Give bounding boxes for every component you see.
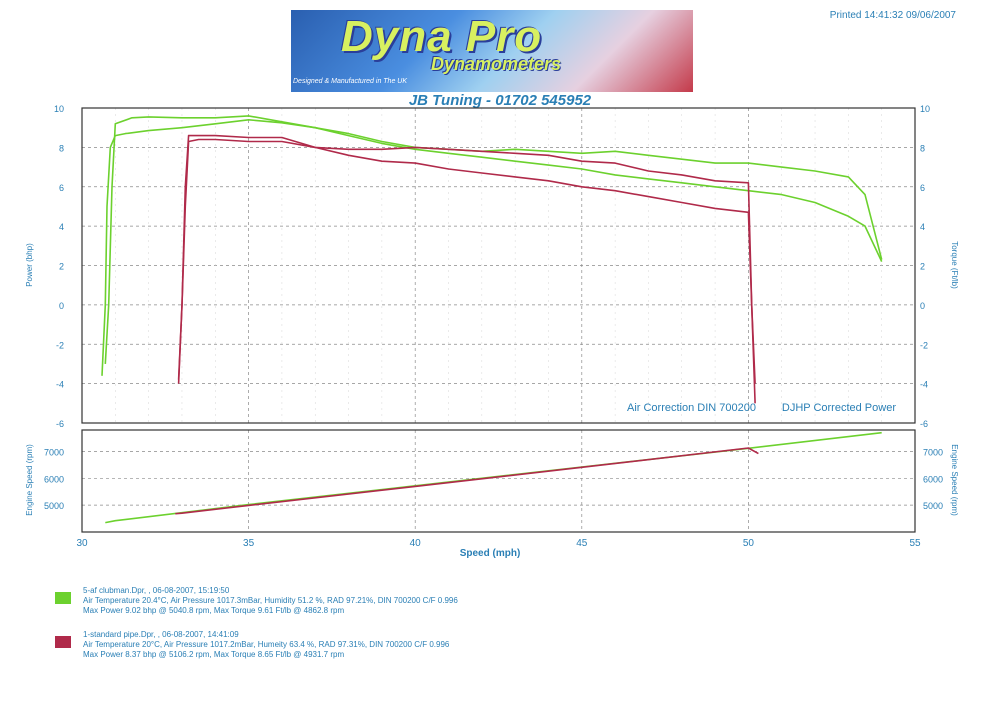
speed-tick-label: 55: [909, 538, 921, 549]
power-tick-label: 4: [59, 222, 64, 232]
speed-tick-label: 45: [576, 538, 588, 549]
power-tick-label: 2: [59, 262, 64, 272]
header-title: JB Tuning - 01702 545952: [408, 92, 592, 109]
printed-timestamp: Printed 14:41:32 09/06/2007: [829, 10, 956, 21]
rpm-tick-label: 7000: [44, 447, 64, 457]
air-correction-annotation: Air Correction DIN 700200: [627, 402, 756, 414]
torque-tick-label: 6: [920, 183, 925, 193]
power-tick-label: -2: [56, 340, 64, 350]
torque-axis-label: Torque (Ft/lb): [950, 241, 959, 289]
run2-torque-line: [177, 134, 756, 404]
rpm-tick-label: 5000: [44, 501, 64, 511]
speed-tick-label: 30: [76, 538, 88, 549]
legend-swatch-run2: [55, 636, 71, 648]
torque-tick-label: 0: [920, 301, 925, 311]
power-frame: [81, 107, 916, 424]
run1-torque-line: [104, 115, 883, 364]
torque-tick-label: -6: [920, 419, 928, 429]
power-tick-label: 8: [59, 143, 64, 153]
tick-labels: 10 10 8 8 6 6 4 4 2 2 0 0 -2 -2 -4 -4 -6 -6 30 35 40 45 50 55 70…: [44, 104, 943, 549]
legend-run1-line1: 5-af clubman.Dpr, , 06-08-2007, 15:19:50: [83, 586, 230, 595]
legend-swatch-run1: [55, 592, 71, 604]
run1-power-line: [101, 119, 883, 376]
power-tick-label: 6: [59, 183, 64, 193]
torque-tick-label: 2: [920, 262, 925, 272]
speed-tick-label: 35: [243, 538, 255, 549]
legend-run2: 1-standard pipe.Dpr, , 06-08-2007, 14:41…: [55, 630, 450, 660]
rpm-tick-label: 6000: [44, 474, 64, 484]
logo-subtitle: Dynamometers: [431, 54, 562, 74]
legend-run2-line2: Air Temperature 20°C, Air Pressure 1017.…: [83, 640, 450, 649]
corrected-power-annotation: DJHP Corrected Power: [782, 402, 896, 414]
rpm-tick-label-right: 5000: [923, 501, 943, 511]
dynapro-logo: Dyna Pro Dynamometers Designed & Manufac…: [291, 10, 693, 92]
speed-axis-label: Speed (mph): [460, 548, 521, 559]
rpm-grid: [81, 430, 916, 532]
torque-tick-label: -2: [920, 340, 928, 350]
speed-tick-label: 40: [410, 538, 422, 549]
logo-tagline: Designed & Manufactured in The UK: [293, 78, 408, 85]
power-axis-label: Power (bhp): [25, 243, 34, 287]
rpm-axis-label-left: Engine Speed (rpm): [25, 444, 34, 516]
legend-run1-line2: Air Temperature 20.4°C, Air Pressure 101…: [83, 596, 458, 605]
power-tick-label: 10: [54, 104, 64, 114]
legend-run1: 5-af clubman.Dpr, , 06-08-2007, 15:19:50…: [55, 586, 458, 616]
power-tick-label: -4: [56, 380, 64, 390]
power-tick-label: -6: [56, 419, 64, 429]
torque-tick-label: 4: [920, 222, 925, 232]
logo-title: Dyna Pro: [341, 12, 543, 61]
torque-tick-label: 10: [920, 104, 930, 114]
rpm-tick-label-right: 6000: [923, 474, 943, 484]
rpm-frame: [81, 429, 916, 533]
rpm-axis-label-right: Engine Speed (rpm): [950, 444, 959, 516]
legend-run2-line1: 1-standard pipe.Dpr, , 06-08-2007, 14:41…: [83, 630, 239, 639]
power-grid: [81, 107, 916, 424]
power-tick-label: 0: [59, 301, 64, 311]
speed-tick-label: 50: [743, 538, 755, 549]
series-lines: [101, 115, 883, 524]
run2-power-line: [177, 138, 756, 384]
run2-rpm-line: [175, 447, 759, 515]
legend-run2-line3: Max Power 8.37 bhp @ 5106.2 rpm, Max Tor…: [83, 650, 345, 659]
legend-run1-line3: Max Power 9.02 bhp @ 5040.8 rpm, Max Tor…: [83, 606, 345, 615]
torque-tick-label: 8: [920, 143, 925, 153]
rpm-tick-label-right: 7000: [923, 447, 943, 457]
torque-tick-label: -4: [920, 380, 928, 390]
